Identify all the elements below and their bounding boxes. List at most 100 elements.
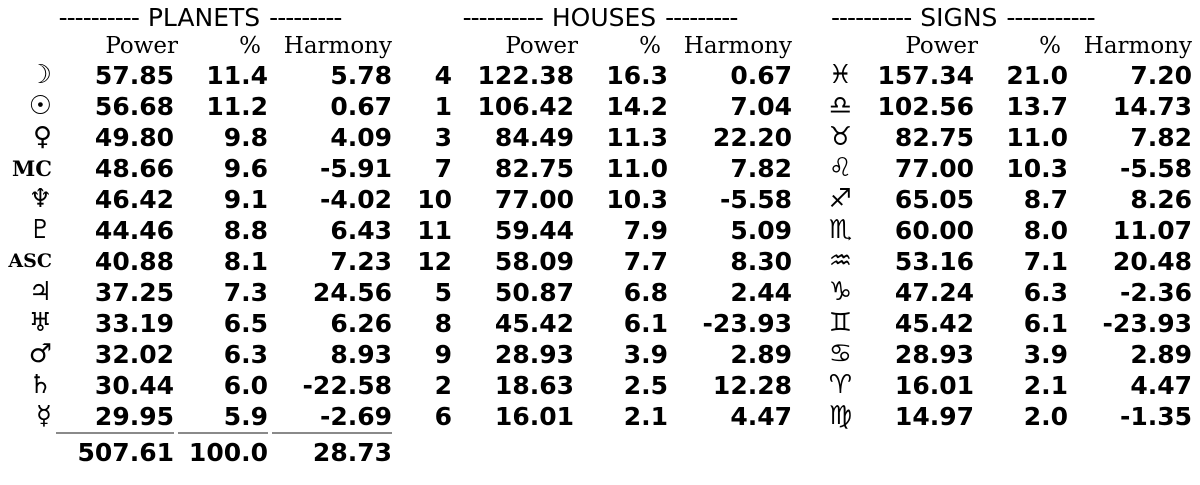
cell-harmony: -2.36	[1119, 278, 1192, 307]
cell-power: 53.16	[894, 247, 974, 276]
table-row: ♆ 46.42 9.1 -4.02	[0, 184, 400, 215]
house-number: 1	[434, 92, 452, 121]
table-row: 9 28.93 3.9 2.89	[400, 339, 800, 370]
cell-power: 106.42	[477, 92, 574, 121]
table-row: ♄ 30.44 6.0 -22.58	[0, 370, 400, 401]
cell-percent: 8.0	[1023, 216, 1068, 245]
cell-harmony: 22.20	[712, 123, 792, 152]
cell-power: 45.42	[494, 309, 574, 338]
cell-percent: 9.1	[223, 185, 268, 214]
cell-power: 56.68	[94, 92, 174, 121]
table-row: ♏ 60.00 8.0 11.07	[800, 215, 1200, 246]
cell-percent: 10.3	[606, 185, 668, 214]
house-number: 9	[434, 340, 452, 369]
table-row: ♐ 65.05 8.7 8.26	[800, 184, 1200, 215]
table-row: 2 18.63 2.5 12.28	[400, 370, 800, 401]
cell-percent: 11.4	[206, 61, 268, 90]
virgo-icon: ♍	[828, 401, 852, 431]
cell-percent: 6.3	[223, 340, 268, 369]
cell-harmony: -4.02	[319, 185, 392, 214]
cell-percent: 6.3	[1023, 278, 1068, 307]
cell-percent: 3.9	[1023, 340, 1068, 369]
cell-percent: 13.7	[1006, 92, 1068, 121]
table-row: ♍ 14.97 2.0 -1.35	[800, 401, 1200, 432]
section-title-houses: ---------- HOUSES ---------	[400, 2, 800, 32]
cell-harmony: 6.43	[330, 216, 392, 245]
mercury-icon: ☿	[36, 401, 52, 431]
cell-percent: 8.8	[223, 216, 268, 245]
house-number: 7	[434, 154, 452, 183]
libra-icon: ♎	[828, 91, 852, 121]
cell-harmony: -5.58	[719, 185, 792, 214]
sun-icon: ☉	[28, 91, 52, 121]
section-title-text: SIGNS	[920, 2, 998, 32]
column-header-power: Power	[505, 33, 578, 59]
cell-harmony: 20.48	[1112, 247, 1192, 276]
cell-harmony: 14.73	[1112, 92, 1192, 121]
cell-harmony: 2.89	[1130, 340, 1192, 369]
column-headers-houses: Power % Harmony	[400, 32, 800, 62]
cell-power: 157.34	[877, 61, 974, 90]
table-row: 1 106.42 14.2 7.04	[400, 91, 800, 122]
section-title-planets: ---------- PLANETS ---------	[0, 2, 400, 32]
title-rule-left: ----------	[462, 2, 544, 32]
cell-power: 58.09	[494, 247, 574, 276]
table-row: MC 48.66 9.6 -5.91	[0, 153, 400, 184]
cell-percent: 11.0	[1006, 123, 1068, 152]
cell-power: 32.02	[94, 340, 174, 369]
table-row: ♀ 49.80 9.8 4.09	[0, 122, 400, 153]
title-rule-right: ---------	[269, 2, 342, 32]
house-number: 2	[434, 371, 452, 400]
table-row: ASC 40.88 8.1 7.23	[0, 246, 400, 277]
cell-power: 60.00	[894, 216, 974, 245]
cell-harmony: -23.93	[702, 309, 792, 338]
cell-power: 47.24	[894, 278, 974, 307]
column-header-harmony: Harmony	[283, 33, 392, 59]
cell-power: 33.19	[94, 309, 174, 338]
cell-harmony: 5.09	[730, 216, 792, 245]
house-number: 8	[434, 309, 452, 338]
table-row: 3 84.49 11.3 22.20	[400, 122, 800, 153]
cell-harmony: 8.26	[1130, 185, 1192, 214]
column-header-harmony: Harmony	[1083, 33, 1192, 59]
ascendant-icon: ASC	[8, 250, 52, 272]
cell-percent: 6.8	[623, 278, 668, 307]
cell-power: 14.97	[894, 402, 974, 431]
title-rule-right: ---------	[665, 2, 738, 32]
cell-percent: 11.0	[606, 154, 668, 183]
table-row: 6 16.01 2.1 4.47	[400, 401, 800, 432]
title-rule-left: ----------	[58, 2, 140, 32]
cell-percent: 21.0	[1006, 61, 1068, 90]
cell-percent: 9.6	[223, 154, 268, 183]
aries-icon: ♈	[828, 370, 852, 400]
cell-power: 44.46	[94, 216, 174, 245]
table-row: ☉ 56.68 11.2 0.67	[0, 91, 400, 122]
table-row: ♇ 44.46 8.8 6.43	[0, 215, 400, 246]
table-row: ♈ 16.01 2.1 4.47	[800, 370, 1200, 401]
cell-power: 49.80	[94, 123, 174, 152]
cell-harmony: 7.82	[1130, 123, 1192, 152]
total-rule-percent	[178, 432, 268, 434]
cell-power: 46.42	[94, 185, 174, 214]
cell-percent: 2.1	[1023, 371, 1068, 400]
table-row: 5 50.87 6.8 2.44	[400, 277, 800, 308]
cell-percent: 2.1	[623, 402, 668, 431]
cell-percent: 8.7	[1023, 185, 1068, 214]
cell-percent: 7.7	[623, 247, 668, 276]
house-number: 3	[434, 123, 452, 152]
house-number: 6	[434, 402, 452, 431]
cell-power: 16.01	[894, 371, 974, 400]
house-number: 10	[417, 185, 452, 214]
title-rule-left: ----------	[831, 2, 912, 32]
cell-harmony: -22.58	[302, 371, 392, 400]
mars-icon: ♂	[28, 339, 52, 369]
table-row: ♉ 82.75 11.0 7.82	[800, 122, 1200, 153]
cell-percent: 7.1	[1023, 247, 1068, 276]
cell-power: 30.44	[94, 371, 174, 400]
table-row: ♒ 53.16 7.1 20.48	[800, 246, 1200, 277]
cell-harmony: -1.35	[1119, 402, 1192, 431]
cell-harmony: -23.93	[1102, 309, 1192, 338]
cell-percent: 11.2	[206, 92, 268, 121]
cell-harmony: 5.78	[330, 61, 392, 90]
table-row: ♓ 157.34 21.0 7.20	[800, 60, 1200, 91]
